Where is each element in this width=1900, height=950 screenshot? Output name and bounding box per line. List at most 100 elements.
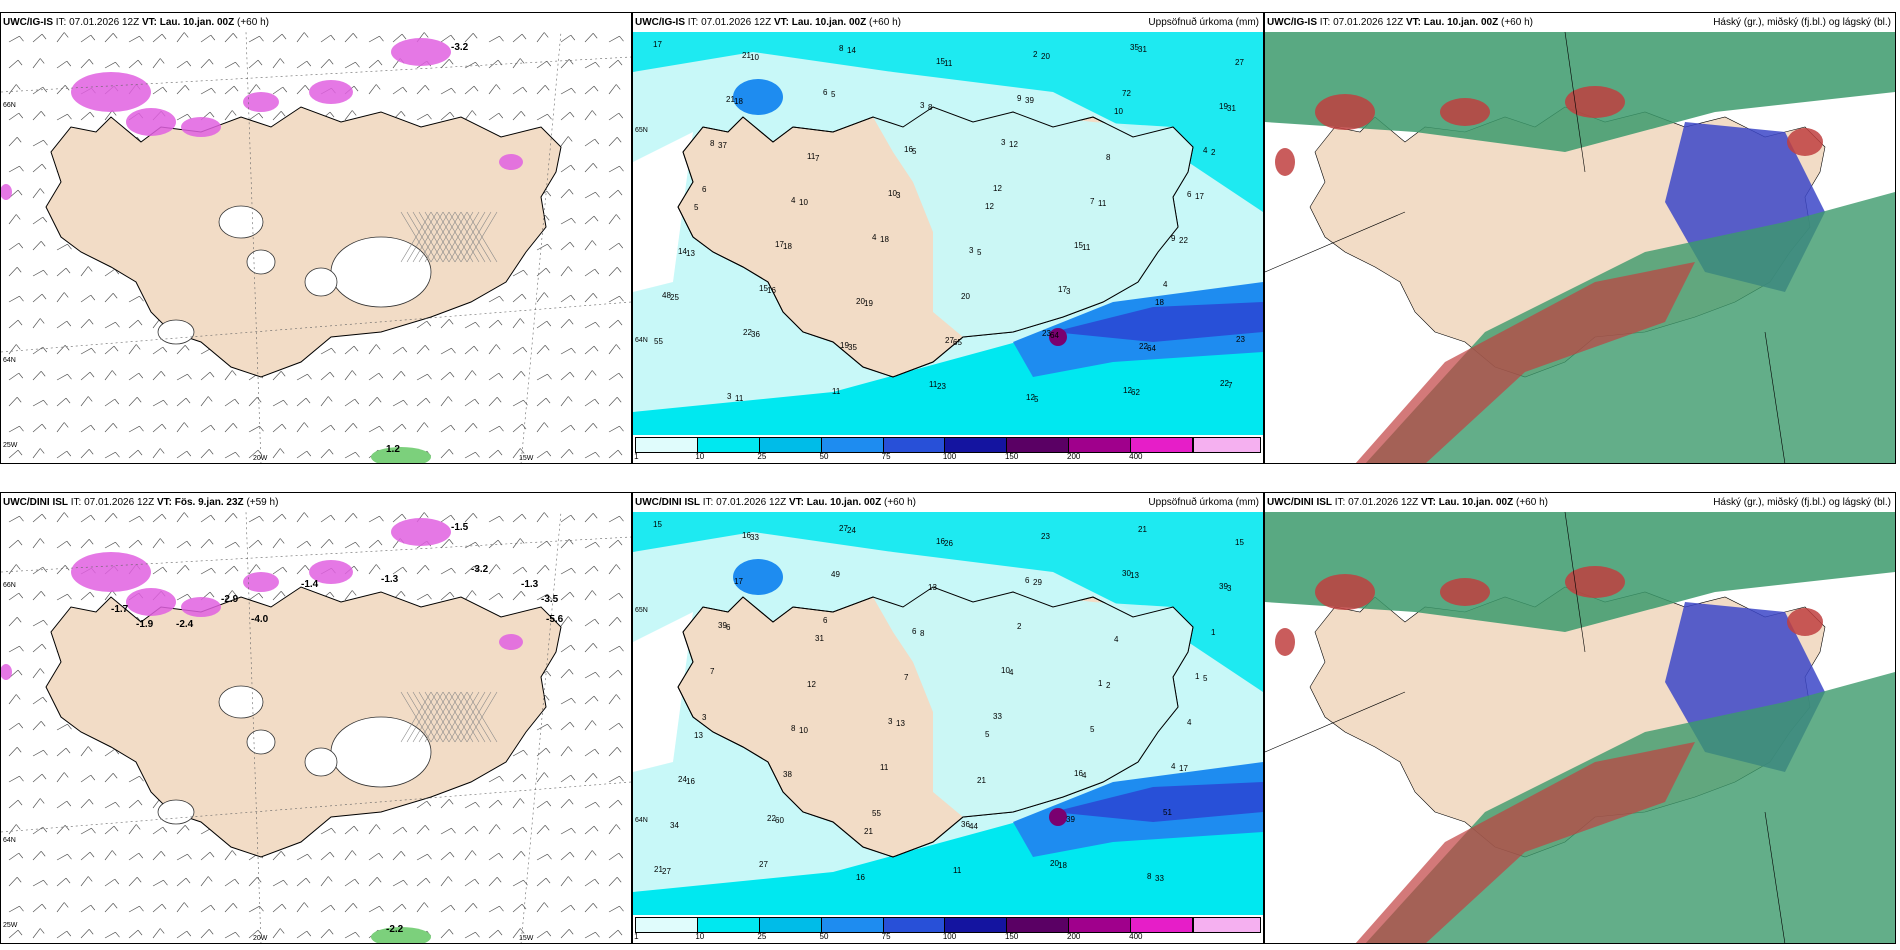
precip-value: 9: [1017, 94, 1022, 103]
precip-value: 15: [653, 520, 662, 529]
colorbar-swatch: [1193, 917, 1261, 933]
precip-very-heavy: [1053, 782, 1263, 822]
panel-field-title: Háský (gr.), miðský (fj.bl.) og lágský (…: [1713, 17, 1891, 28]
panel-header: UWC/DINI ISL IT: 07.01.2026 12Z VT: Lau.…: [1265, 493, 1895, 512]
precip-value: 20: [961, 292, 970, 301]
precip-value: 3: [920, 101, 925, 110]
precip-value: 22: [1179, 236, 1188, 245]
lon-label: 25W: [3, 442, 18, 449]
precip-value: 16: [856, 873, 865, 882]
colorbar-tick-label: 200: [1067, 452, 1081, 461]
precip-value: 17: [1179, 764, 1188, 773]
temperature-value: -3.2: [451, 42, 469, 53]
colorbar-tick-label: 100: [942, 452, 957, 461]
glacier: [246, 249, 276, 275]
panel-precip-dini: UWC/DINI ISL IT: 07.01.2026 12Z VT: Lau.…: [632, 492, 1264, 944]
lat-label: 66N: [3, 102, 16, 109]
precip-value: 36: [751, 330, 760, 339]
precip-value: 1: [1211, 628, 1216, 637]
init-time: IT: 07.01.2026 12Z: [702, 497, 787, 508]
panel-cloud-dini: UWC/DINI ISL IT: 07.01.2026 12Z VT: Lau.…: [1264, 492, 1896, 944]
lon-label: 20W: [253, 455, 268, 462]
precip-value: 13: [694, 731, 703, 740]
precip-value: 7: [815, 154, 820, 163]
precip-value: 10: [1114, 107, 1123, 116]
precip-value: 37: [718, 141, 727, 150]
glacier: [304, 267, 338, 297]
valid-time: Lau. 10.jan. 00Z: [1438, 497, 1514, 508]
precip-value: 17: [734, 577, 743, 586]
precip-blob: [181, 597, 221, 617]
temperature-value: 1.2: [386, 444, 400, 455]
precip-over-land: [873, 107, 1193, 337]
precip-value: 39: [1219, 582, 1228, 591]
colorbar-swatch: [636, 438, 698, 452]
lat-label: 65N: [635, 607, 648, 614]
precip-value: 7: [904, 673, 909, 682]
precip-value: 31: [815, 634, 824, 643]
low-cloud-cell: [1440, 578, 1490, 606]
precip-value: 8: [1106, 153, 1111, 162]
precip-value: 3: [896, 191, 901, 200]
precip-blob: [309, 560, 353, 584]
precip-value: 3: [888, 717, 893, 726]
precip-value: 2: [1017, 622, 1022, 631]
precip-value: 6: [823, 88, 828, 97]
precip-map: 65N64N1533242623211516271629133174913630…: [633, 512, 1263, 943]
precip-value: 21: [726, 95, 735, 104]
valid-time: Lau. 10.jan. 00Z: [159, 17, 235, 28]
model-name: UWC/IG-IS: [1267, 17, 1317, 28]
low-cloud-cell: [1275, 148, 1295, 176]
precip-value: 1: [1098, 679, 1103, 688]
precip-value: 16: [1074, 769, 1083, 778]
precip-value: 5: [977, 248, 982, 257]
precip-value: 5: [985, 730, 990, 739]
precip-value: 13: [1130, 571, 1139, 580]
precip-blob: [243, 572, 279, 592]
precip-value: 7: [1090, 197, 1095, 206]
panel-header: UWC/IG-IS IT: 07.01.2026 12Z VT: Lau. 10…: [633, 13, 1263, 32]
temperature-value: -2.2: [386, 924, 404, 935]
precip-value: 10: [1001, 666, 1010, 675]
colorbar-swatch: [759, 438, 822, 452]
precip-blob: [181, 117, 221, 137]
precip-value: 6: [823, 616, 828, 625]
precip-value: 4: [1163, 280, 1168, 289]
precip-value: 27: [945, 336, 954, 345]
precip-blob: [391, 38, 451, 66]
colorbar-tick-label: 150: [1004, 452, 1019, 461]
precip-value: 65: [953, 338, 962, 347]
init-time: IT: 07.01.2026 12Z: [55, 17, 140, 28]
colorbar-swatch: [883, 918, 946, 932]
cloud-map: [1265, 512, 1895, 943]
wind-map: 66N 64N 20W 15W 25W -1.5 -2.2 -2.9 -1.4 -1.3 -3.2 -…: [1, 512, 631, 943]
precip-value: 4: [1171, 762, 1176, 771]
colorbar-swatch: [697, 438, 760, 452]
colorbar-swatch: [1069, 918, 1132, 932]
lat-label: 64N: [3, 837, 16, 844]
precip-value: 18: [880, 235, 889, 244]
precip-blob: [126, 108, 176, 136]
precip-value: 23: [1236, 335, 1245, 344]
precip-colorbar: 1 10 25 50 75 100 150 200 400: [633, 915, 1263, 943]
precip-blob-green: [371, 447, 431, 463]
precip-value: 16: [904, 145, 913, 154]
precip-blob-green: [371, 927, 431, 943]
precip-value: 27: [839, 524, 848, 533]
precip-value: 24: [678, 775, 687, 784]
precip-value: 48: [662, 291, 671, 300]
precip-value: 11: [807, 152, 816, 161]
lat-label: 64N: [635, 337, 648, 344]
precip-value: 17: [1195, 192, 1204, 201]
precip-value: 12: [1123, 386, 1132, 395]
lead-time: (+60 h): [884, 497, 916, 508]
colorbar-swatch: [759, 918, 822, 932]
precip-max: [1049, 328, 1067, 346]
colorbar-swatch: [883, 438, 946, 452]
precip-value: 16: [686, 777, 695, 786]
precip-value: 14: [678, 247, 687, 256]
colorbar-swatch: [1069, 438, 1132, 452]
valid-time: Fös. 9.jan. 23Z: [174, 497, 244, 508]
glacier: [157, 319, 195, 345]
precip-value: 10: [888, 189, 897, 198]
